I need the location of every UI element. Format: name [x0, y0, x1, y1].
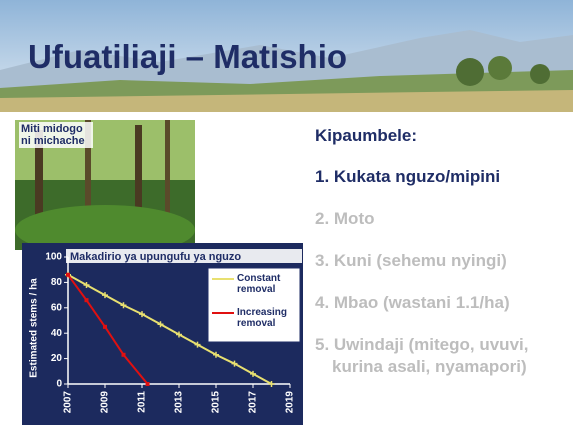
- y-tick-label: 80: [51, 277, 63, 288]
- chart-panel: Makadirio ya upungufu ya nguzo Estimated…: [22, 243, 303, 425]
- slide: Ufuatiliaji – Matishio Miti midogo ni mi…: [0, 0, 573, 433]
- x-tick-label: 2013: [174, 391, 185, 414]
- point: [103, 325, 107, 329]
- point: [66, 273, 70, 277]
- list-heading: Kipaumbele:: [315, 126, 570, 146]
- x-tick-label: 2007: [63, 391, 74, 414]
- list-item: 1. Kukata nguzo/mipini: [315, 166, 570, 188]
- legend-label: Constant removal: [237, 273, 285, 295]
- x-tick-label: 2009: [100, 391, 111, 414]
- priority-list: Kipaumbele: 1. Kukata nguzo/mipini 2. Mo…: [315, 126, 570, 398]
- y-tick-label: 0: [56, 379, 62, 390]
- list-item: 5. Uwindaji (mitego, uvuvi, kurina asali…: [315, 334, 570, 378]
- y-tick-label: 100: [45, 252, 62, 263]
- photo-caption: Miti midogo ni michache: [19, 122, 93, 148]
- chart: Makadirio ya upungufu ya nguzo Estimated…: [22, 243, 303, 425]
- x-tick-label: 2015: [211, 391, 222, 414]
- chart-title: Makadirio ya upungufu ya nguzo: [70, 251, 241, 263]
- point: [146, 382, 150, 386]
- list-item: 2. Moto: [315, 208, 570, 230]
- x-tick-label: 2019: [285, 391, 296, 414]
- point: [85, 298, 89, 302]
- y-tick-label: 20: [51, 353, 63, 364]
- list-item: 4. Mbao (wastani 1.1/ha): [315, 292, 570, 314]
- y-tick-label: 60: [51, 302, 63, 313]
- y-tick-label: 40: [51, 328, 63, 339]
- x-tick-label: 2017: [248, 391, 259, 414]
- list-item: 3. Kuni (sehemu nyingi): [315, 250, 570, 272]
- legend-label: Increasing removal: [237, 307, 285, 329]
- y-axis-label: Estimated stems / ha: [29, 278, 40, 378]
- point: [122, 353, 126, 357]
- x-tick-label: 2011: [137, 391, 148, 413]
- slide-title: Ufuatiliaji – Matishio: [28, 38, 347, 76]
